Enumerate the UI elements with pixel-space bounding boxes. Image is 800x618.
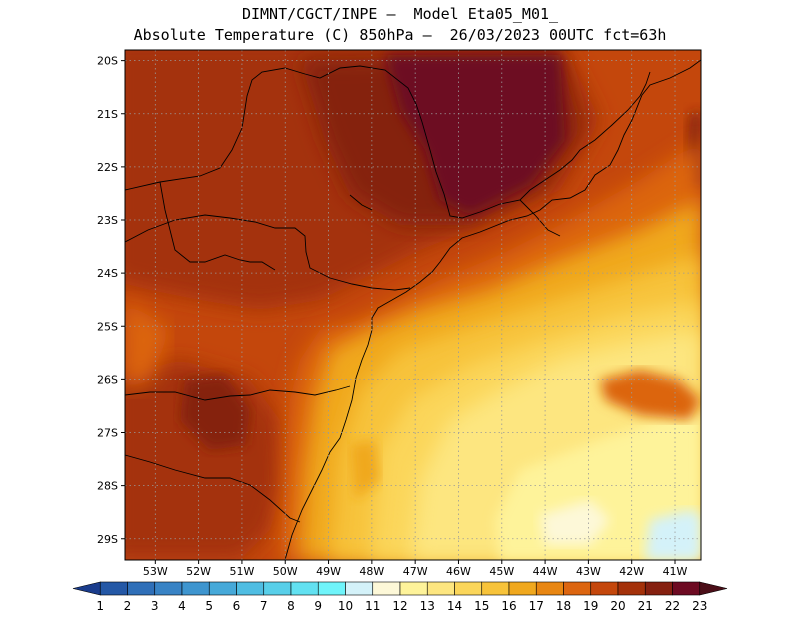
- latitude-gridlines: [125, 60, 701, 540]
- colorbar-label: 10: [338, 599, 353, 613]
- colorbar-swatch: [99, 581, 128, 596]
- lat-label: 26S: [97, 373, 118, 386]
- colorbar-label: 17: [529, 599, 544, 613]
- colorbar-arrow-high: [699, 581, 728, 596]
- state-border-mg: [519, 199, 561, 237]
- lon-label: 46W: [446, 565, 471, 578]
- colorbar-label: 23: [692, 599, 707, 613]
- state-border-west: [159, 181, 276, 271]
- colorbar-swatch: [672, 581, 701, 596]
- latitude-axis: 20S 21S 22S 23S 24S 25S 26S 27S 28S 29S: [97, 55, 125, 546]
- colorbar-swatch: [263, 581, 292, 596]
- colorbar-label: 16: [501, 599, 516, 613]
- colorbar-swatch: [563, 581, 592, 596]
- colorbar-label: 3: [151, 599, 159, 613]
- lat-label: 24S: [97, 267, 118, 280]
- colorbar-label: 1: [96, 599, 104, 613]
- colorbar-swatch: [317, 581, 346, 596]
- lon-label: 44W: [533, 565, 558, 578]
- colorbar-label: 7: [260, 599, 268, 613]
- colorbar-swatch: [508, 581, 537, 596]
- colorbar-label: 14: [447, 599, 462, 613]
- lon-label: 49W: [316, 565, 341, 578]
- lon-label: 43W: [576, 565, 601, 578]
- lat-label: 25S: [97, 320, 118, 333]
- map-title-line2: Absolute Temperature (C) 850hPa – 26/03/…: [133, 26, 667, 44]
- lat-label: 29S: [97, 533, 118, 546]
- lon-label: 53W: [143, 565, 168, 578]
- colorbar-arrow-low: [72, 581, 101, 596]
- lon-label: 45W: [489, 565, 514, 578]
- lon-label: 50W: [273, 565, 298, 578]
- colorbar-label: 4: [178, 599, 186, 613]
- colorbar-label: 12: [392, 599, 407, 613]
- colorbar-swatch: [208, 581, 237, 596]
- colorbar-label: 8: [287, 599, 295, 613]
- colorbar: 1 2 3 4 5 6 7 8 9 10 11 12 13 14 15 16 17 18 19 20 21 22 23: [72, 581, 728, 613]
- temperature-field: [125, 50, 701, 560]
- lat-label: 28S: [97, 480, 118, 493]
- colorbar-swatch: [345, 581, 374, 596]
- lat-label: 21S: [97, 108, 118, 121]
- state-border-rs: [125, 454, 301, 523]
- colorbar-swatch: [236, 581, 265, 596]
- lon-label: 47W: [403, 565, 428, 578]
- lat-label: 27S: [97, 427, 118, 440]
- state-border-north: [125, 65, 651, 219]
- colorbar-label: 6: [233, 599, 241, 613]
- river-border: [349, 194, 373, 211]
- lon-label: 51W: [229, 565, 254, 578]
- colorbar-label: 13: [420, 599, 435, 613]
- colorbar-swatch: [617, 581, 646, 596]
- coastline-and-borders: [125, 59, 701, 560]
- map-frame: [124, 49, 702, 561]
- lat-label: 23S: [97, 214, 118, 227]
- lon-label: 41W: [663, 565, 688, 578]
- colorbar-swatch: [290, 581, 319, 596]
- colorbar-swatch: [535, 581, 564, 596]
- colorbar-swatch: [154, 581, 183, 596]
- colorbar-swatch: [426, 581, 455, 596]
- lat-label: 22S: [97, 161, 118, 174]
- state-border-parana: [125, 214, 411, 291]
- colorbar-label: 22: [665, 599, 680, 613]
- colorbar-label: 5: [205, 599, 213, 613]
- colorbar-label: 15: [474, 599, 489, 613]
- colorbar-swatch: [454, 581, 483, 596]
- coastline: [284, 59, 701, 560]
- lat-label: 20S: [97, 55, 118, 68]
- longitude-axis: 53W 52W 51W 50W 49W 48W 47W 46W 45W 44W 43W 42W 41W: [143, 560, 688, 578]
- colorbar-swatch: [181, 581, 210, 596]
- colorbar-swatch: [372, 581, 401, 596]
- colorbar-swatch: [127, 581, 156, 596]
- lon-label: 48W: [359, 565, 384, 578]
- lon-label: 42W: [619, 565, 644, 578]
- colorbar-swatch: [644, 581, 673, 596]
- colorbar-label: 18: [556, 599, 571, 613]
- colorbar-swatch: [481, 581, 510, 596]
- colorbar-label: 19: [583, 599, 598, 613]
- colorbar-label: 2: [124, 599, 132, 613]
- colorbar-label: 9: [314, 599, 322, 613]
- map-title-line1: DIMNT/CGCT/INPE – Model Eta05_M01_: [241, 5, 559, 23]
- colorbar-swatch: [590, 581, 619, 596]
- lon-label: 52W: [186, 565, 211, 578]
- state-border-sc: [125, 385, 351, 401]
- colorbar-label: 20: [610, 599, 625, 613]
- colorbar-label: 11: [365, 599, 380, 613]
- colorbar-swatch: [399, 581, 428, 596]
- colorbar-label: 21: [638, 599, 653, 613]
